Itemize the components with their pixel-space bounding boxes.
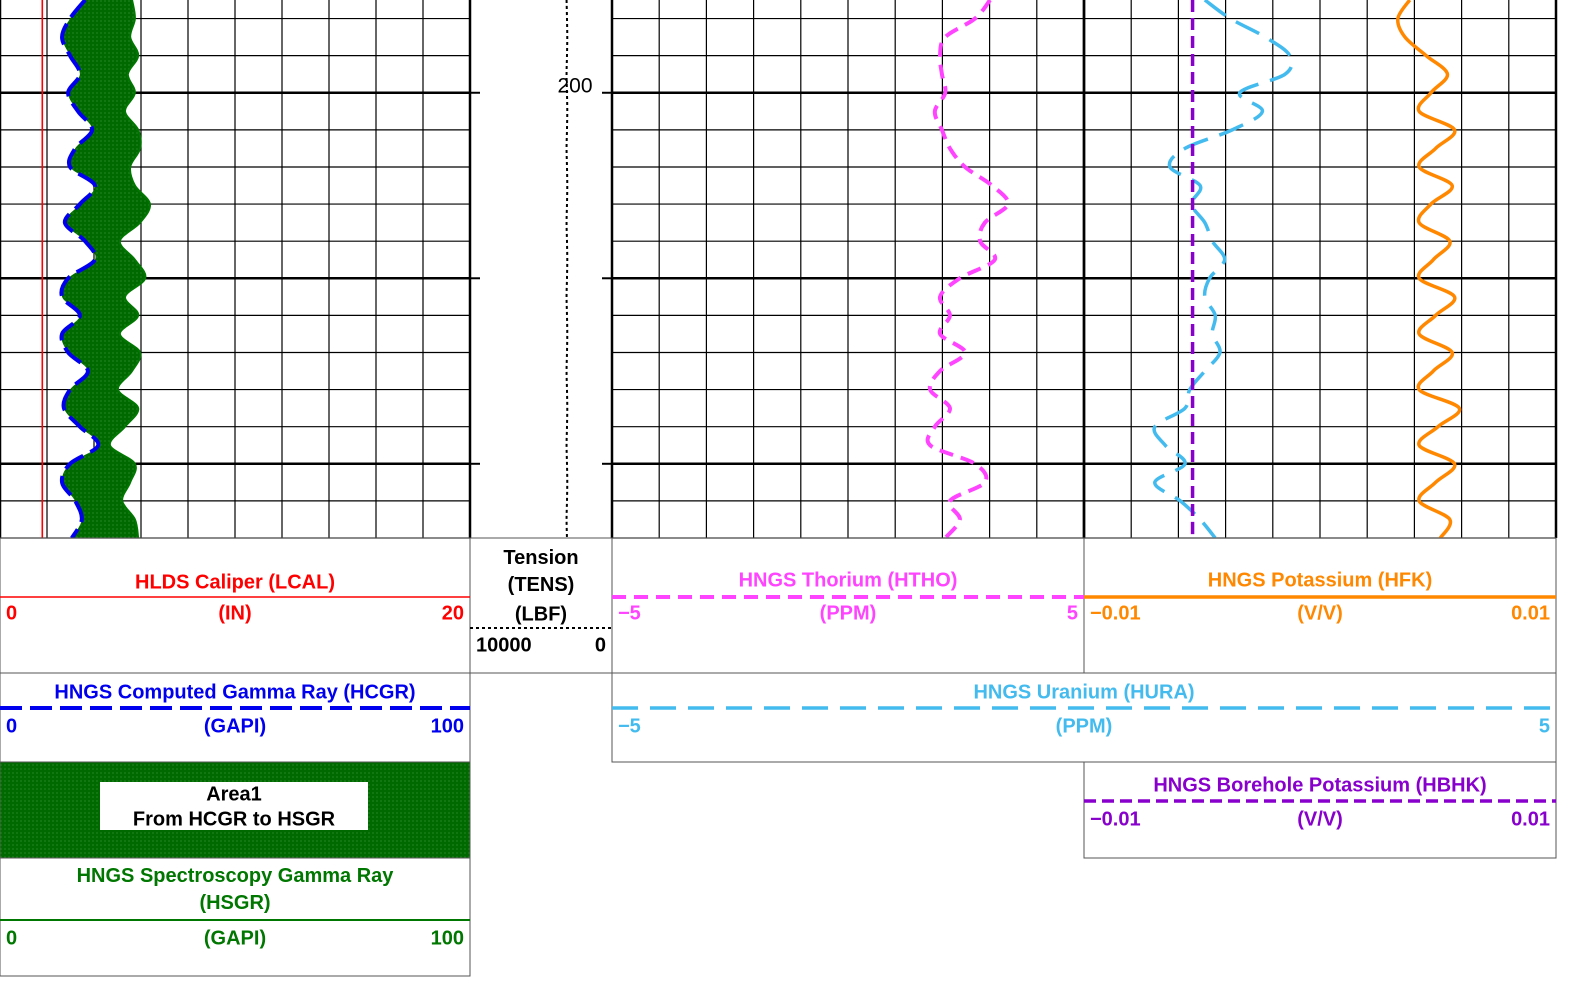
curve-line xyxy=(1152,0,1294,538)
curve-name: HNGS Borehole Potassium (HBHK) xyxy=(1153,774,1486,796)
curve-name: HNGS Potassium (HFK) xyxy=(1208,569,1432,591)
scale-left: −5 xyxy=(618,715,641,737)
curve-name: HNGS Computed Gamma Ray (HCGR) xyxy=(54,681,415,703)
curve-name: Tension (TENS) xyxy=(503,547,579,596)
fill-label: Area1 xyxy=(206,783,262,805)
scale-left: −5 xyxy=(618,602,641,624)
headers: Area1 From HCGR to HSGR HLDS Caliper (LCAL… xyxy=(0,537,1557,977)
scale-right: 5 xyxy=(1539,715,1550,737)
curve-unit: (IN) xyxy=(218,602,251,624)
header-box xyxy=(1083,761,1557,859)
scale-left: −0.01 xyxy=(1090,808,1141,830)
depth-label: 200 xyxy=(557,74,592,97)
curve-line xyxy=(108,0,151,538)
scale-right: 0 xyxy=(595,634,606,656)
curve-unit: (GAPI) xyxy=(204,927,266,949)
curve-unit: (V/V) xyxy=(1297,602,1343,624)
curves xyxy=(41,0,1462,538)
scale-left: 0 xyxy=(6,602,17,624)
curve-line xyxy=(565,0,569,538)
scale-right: 100 xyxy=(431,715,464,737)
scale-left: 10000 xyxy=(476,634,532,656)
scale-left: 0 xyxy=(6,715,17,737)
scale-left: −0.01 xyxy=(1090,602,1141,624)
grid: 200 xyxy=(0,0,1558,539)
scale-right: 5 xyxy=(1067,602,1078,624)
scale-right: 100 xyxy=(431,927,464,949)
curve-unit: (GAPI) xyxy=(204,715,266,737)
fill-description: From HCGR to HSGR xyxy=(133,808,336,830)
fill-label-box xyxy=(100,782,368,830)
curve-line xyxy=(1396,0,1462,538)
curve-name: HNGS Thorium (HTHO) xyxy=(739,569,958,591)
scale-right: 0.01 xyxy=(1511,602,1550,624)
curve-line xyxy=(59,0,101,538)
scale-left: 0 xyxy=(6,927,17,949)
scale-right: 20 xyxy=(442,602,464,624)
curve-unit: (V/V) xyxy=(1297,808,1343,830)
curve-unit: (LBF) xyxy=(515,603,567,625)
scale-right: 0.01 xyxy=(1511,808,1550,830)
curve-line xyxy=(925,0,1011,538)
curve-name: HLDS Caliper (LCAL) xyxy=(135,571,335,593)
fill-area xyxy=(61,0,151,538)
curve-unit: (PPM) xyxy=(1056,715,1113,737)
curve-name: HNGS Uranium (HURA) xyxy=(973,681,1194,703)
curve-name: HNGS Spectroscopy Gamma Ray (HSGR) xyxy=(76,865,394,914)
curve-unit: (PPM) xyxy=(820,602,877,624)
